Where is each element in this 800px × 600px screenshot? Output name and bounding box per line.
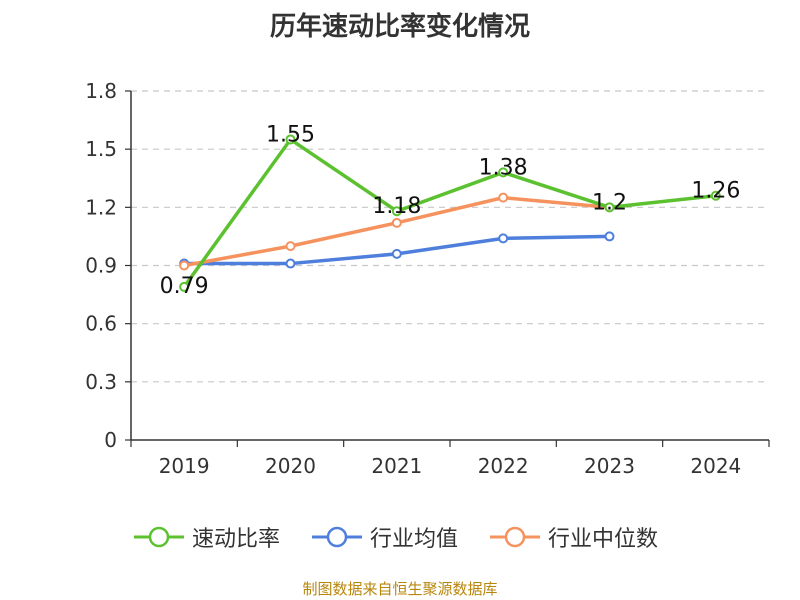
data-label: 1.18: [372, 194, 421, 219]
data-point-1: [391, 248, 402, 259]
source-footer: 制图数据来自恒生聚源数据库: [302, 580, 498, 598]
legend-item-quick-ratio[interactable]: 速动比率: [134, 520, 280, 554]
series-line-0: [182, 137, 717, 288]
legend-item-industry-mean[interactable]: 行业均值: [312, 520, 458, 554]
data-point-0: [391, 206, 402, 217]
data-point-1: [498, 233, 509, 244]
data-point-0: [285, 134, 296, 145]
y-tick-label: 1.8: [85, 79, 117, 103]
data-point-0: [179, 281, 190, 292]
x-tick-label: 2021: [371, 454, 422, 478]
y-tick-label: 0.3: [85, 370, 117, 394]
data-label: 1.26: [691, 179, 740, 204]
y-tick-label: 1.5: [85, 137, 117, 161]
y-tick-label: 0.6: [85, 312, 117, 336]
legend-line-icon: [312, 526, 362, 548]
data-point-2: [498, 192, 509, 203]
data-label: 0.79: [160, 274, 209, 299]
data-point-1: [285, 258, 296, 269]
legend-item-industry-median[interactable]: 行业中位数: [490, 520, 658, 554]
legend-label-quick-ratio: 速动比率: [192, 527, 281, 552]
data-label: 1.55: [266, 122, 315, 147]
data-point-2: [285, 241, 296, 252]
legend-label-industry-mean: 行业均值: [370, 527, 459, 552]
y-tick-label: 0: [104, 428, 117, 452]
x-tick-label: 2020: [265, 454, 316, 478]
x-tick-label: 2023: [584, 454, 635, 478]
x-tick-label: 2024: [690, 454, 741, 478]
x-tick-label: 2019: [159, 454, 210, 478]
x-tick-label: 2022: [478, 454, 529, 478]
data-point-2: [179, 260, 190, 271]
legend-label-industry-median: 行业中位数: [548, 527, 659, 552]
data-point-2: [391, 217, 402, 228]
chart-title: 历年速动比率变化情况: [269, 12, 530, 42]
data-label: 1.38: [479, 155, 528, 180]
legend-line-icon: [134, 526, 184, 548]
y-tick-label: 1.2: [85, 195, 117, 219]
data-point-1: [604, 231, 615, 242]
data-point-0: [498, 167, 509, 178]
data-point-0: [710, 190, 721, 201]
legend-line-icon: [490, 526, 540, 548]
data-point-0: [604, 202, 615, 213]
y-tick-label: 0.9: [85, 254, 117, 278]
data-label: 1.2: [592, 190, 627, 215]
